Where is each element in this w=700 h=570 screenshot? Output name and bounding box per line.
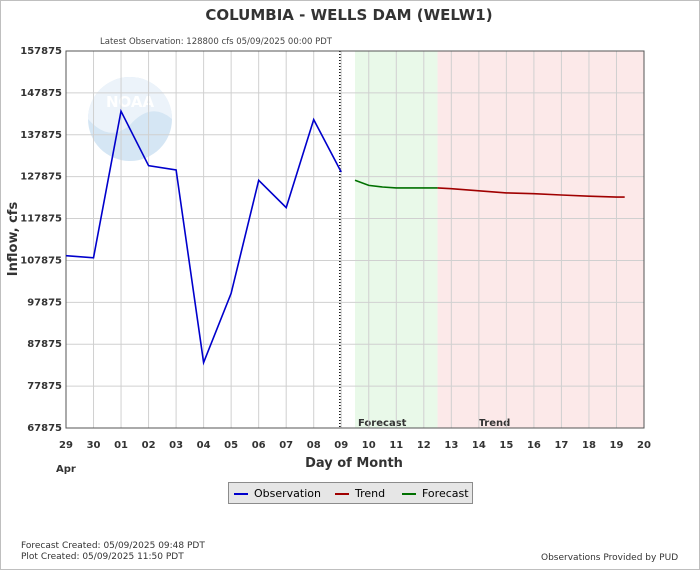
series-line-observation	[65, 108, 342, 366]
y-tick-label: 77875	[27, 381, 62, 392]
x-tick-label: 03	[169, 440, 183, 451]
series-line-trend	[437, 187, 625, 198]
plot-created-note: Plot Created: 05/09/2025 11:50 PDT	[21, 552, 184, 562]
chart-legend: Observation Trend Forecast	[228, 482, 473, 504]
legend-swatch-trend	[335, 493, 349, 495]
noaa-watermark: NOAA	[88, 77, 172, 161]
y-tick-label: 67875	[27, 423, 62, 434]
x-tick-label: 14	[472, 440, 486, 451]
chart-title: COLUMBIA - WELLS DAM (WELW1)	[205, 6, 492, 24]
x-tick-label: 20	[637, 440, 651, 451]
legend-item-trend: Trend	[335, 487, 385, 501]
x-tick-label: 08	[307, 440, 321, 451]
chart-subtitle: Latest Observation: 128800 cfs 05/09/202…	[100, 37, 333, 47]
plot-area: Forecast Trend NOAA 157875 147875 137875 12787…	[20, 46, 651, 451]
legend-swatch-observation	[234, 493, 248, 495]
watermark-disc	[88, 77, 172, 161]
plot-border	[65, 50, 645, 429]
y-tick-label: 157875	[20, 46, 62, 57]
watermark-text: NOAA	[106, 93, 155, 111]
legend-label-trend: Trend	[355, 487, 386, 500]
month-label: Apr	[56, 464, 76, 475]
x-tick-label: 06	[252, 440, 266, 451]
x-tick-label: 11	[389, 440, 403, 451]
hydrograph-chart: COLUMBIA - WELLS DAM (WELW1) Latest Obse…	[6, 6, 651, 475]
x-tick-label: 17	[554, 440, 568, 451]
x-tick-label: 30	[87, 440, 101, 451]
x-tick-label: 13	[444, 440, 458, 451]
watermark-wave	[88, 77, 172, 133]
data-provider-note: Observations Provided by PUD	[541, 553, 679, 563]
zone-trend	[437, 51, 644, 428]
y-tick-label: 117875	[20, 214, 62, 225]
x-tick-label: 16	[527, 440, 541, 451]
x-tick-label: 29	[59, 440, 73, 451]
x-tick-label: 02	[142, 440, 156, 451]
y-tick-label: 97875	[27, 297, 62, 308]
x-tick-label: 01	[114, 440, 128, 451]
y-tick-label: 127875	[20, 172, 62, 183]
x-tick-label: 15	[499, 440, 513, 451]
legend-label-observation: Observation	[254, 487, 321, 500]
y-tick-label: 147875	[20, 88, 62, 99]
legend-item-forecast: Forecast	[402, 487, 469, 501]
x-tick-label: 18	[582, 440, 596, 451]
x-tick-label: 05	[224, 440, 238, 451]
x-axis-label: Day of Month	[305, 456, 403, 471]
zone-label-trend: Trend	[479, 418, 511, 429]
y-tick-label: 87875	[27, 339, 62, 350]
y-tick-label: 137875	[20, 130, 62, 141]
legend-swatch-forecast	[402, 493, 416, 495]
zone-label-forecast: Forecast	[358, 418, 407, 429]
x-tick-label: 12	[417, 440, 431, 451]
x-tick-label: 09	[334, 440, 348, 451]
x-tick-label: 19	[610, 440, 624, 451]
y-tick-label: 107875	[20, 255, 62, 266]
legend-label-forecast: Forecast	[422, 487, 469, 500]
series-line-forecast	[354, 179, 438, 189]
legend-item-observation: Observation	[234, 487, 321, 501]
x-tick-label: 07	[279, 440, 293, 451]
x-tick-label: 10	[362, 440, 376, 451]
forecast-created-note: Forecast Created: 05/09/2025 09:48 PDT	[21, 541, 205, 551]
y-axis-label: Inflow, cfs	[6, 202, 21, 277]
x-tick-label: 04	[197, 440, 211, 451]
